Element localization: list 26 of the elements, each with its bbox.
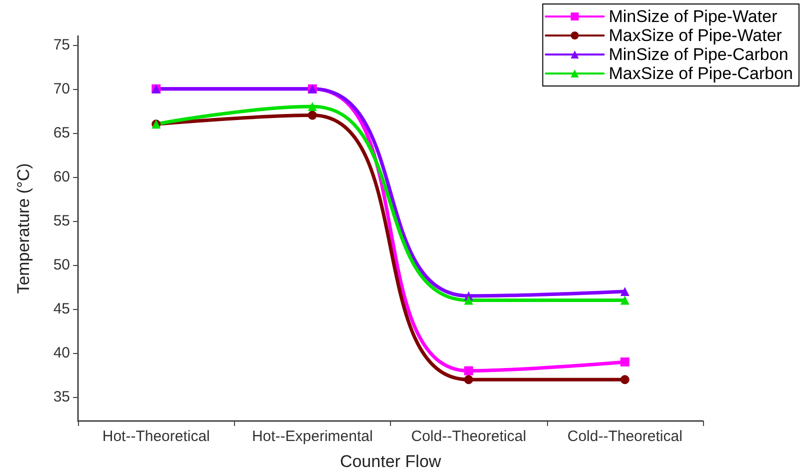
y-tick-label: 50 <box>53 256 70 274</box>
x-tick-label: Hot--Experimental <box>252 428 373 445</box>
legend-label: MinSize of Pipe-Carbon <box>608 45 788 64</box>
y-tick-label: 45 <box>53 300 70 318</box>
y-tick-label: 55 <box>53 212 70 230</box>
x-tick-label: Cold--Theoretical <box>411 428 526 445</box>
point <box>620 296 630 305</box>
point <box>620 375 630 384</box>
y-tick-label: 35 <box>53 388 70 406</box>
y-tick-label: 40 <box>53 344 70 362</box>
legend-label: MaxSize of Pipe-Water <box>608 26 782 45</box>
point <box>464 366 474 376</box>
x-tick-label: Hot--Theoretical <box>102 428 210 445</box>
y-tick-label: 60 <box>53 168 70 186</box>
x-axis-title: Counter Flow <box>340 452 442 471</box>
point <box>620 357 630 366</box>
y-tick-label: 70 <box>53 80 70 98</box>
y-tick-label: 75 <box>53 36 70 54</box>
point <box>464 375 474 384</box>
point <box>308 110 317 120</box>
y-axis-title: Temperature (°C) <box>14 163 33 294</box>
x-tick-label: Cold--Theoretical <box>567 428 682 445</box>
legend-label: MaxSize of Pipe-Carbon <box>608 64 794 83</box>
point <box>308 102 317 111</box>
y-tick-label: 65 <box>53 124 70 142</box>
legend-label: MinSize of Pipe-Water <box>608 7 778 26</box>
